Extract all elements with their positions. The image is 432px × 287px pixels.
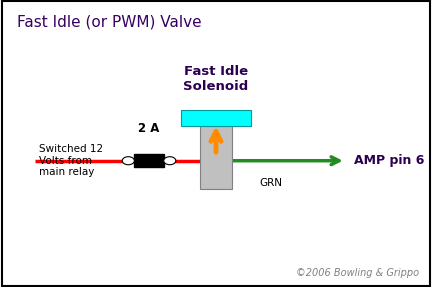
Text: Fast Idle
Solenoid: Fast Idle Solenoid [183,65,249,93]
Text: Switched 12
Volts from
main relay: Switched 12 Volts from main relay [39,144,103,177]
Circle shape [122,157,134,165]
Text: GRN: GRN [260,178,283,188]
Bar [200,126,232,189]
Bar [134,154,164,167]
Text: 2 A: 2 A [138,122,160,135]
Text: AMP pin 6: AMP pin 6 [354,154,425,167]
Text: Fast Idle (or PWM) Valve: Fast Idle (or PWM) Valve [17,14,202,29]
Text: ©2006 Bowling & Grippo: ©2006 Bowling & Grippo [296,268,419,278]
Circle shape [164,157,176,165]
Bar [181,110,251,126]
